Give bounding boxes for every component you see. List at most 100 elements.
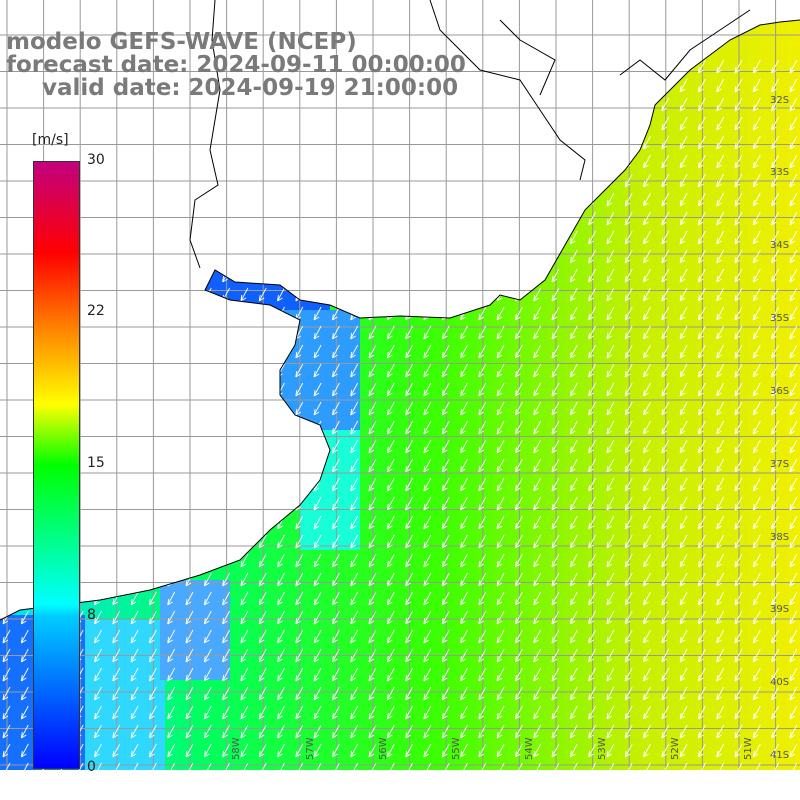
wind-arrow (460, 477, 468, 492)
wind-arrow (588, 344, 596, 359)
wind-arrow (624, 743, 633, 758)
wind-arrow (20, 648, 29, 663)
wind-arrow (203, 724, 212, 739)
wind-arrow (569, 439, 578, 454)
wind-arrow (569, 306, 578, 321)
wind-arrow (496, 705, 505, 720)
wind-arrow (258, 705, 267, 720)
wind-arrow (606, 382, 615, 397)
wind-arrow (679, 648, 688, 663)
wind-arrow (661, 211, 670, 226)
wind-arrow (460, 382, 468, 397)
wind-arrow (789, 401, 798, 416)
wind-arrow (496, 667, 505, 682)
wind-arrow (624, 382, 633, 397)
wind-arrow (277, 344, 285, 359)
wind-arrow (624, 211, 633, 226)
wind-arrow (588, 686, 596, 701)
wind-arrow (295, 382, 304, 397)
wind-arrow (716, 211, 725, 226)
wind-arrow (240, 116, 249, 131)
wind-arrow (624, 534, 633, 549)
wind-arrow (661, 439, 670, 454)
wind-arrow (167, 705, 176, 720)
wind-arrow (368, 534, 377, 549)
wind-arrow (643, 382, 651, 397)
wind-arrow (386, 686, 395, 701)
wind-arrow (94, 382, 102, 397)
wind-arrow (313, 268, 322, 283)
latitude-label: 41S (770, 750, 790, 761)
wind-arrow (716, 553, 725, 568)
wind-arrow (533, 686, 542, 701)
wind-arrow (460, 439, 468, 454)
wind-arrow (697, 211, 706, 226)
wind-arrow (167, 648, 176, 663)
wind-arrow (386, 382, 395, 397)
wind-arrow (240, 477, 249, 492)
wind-arrow (460, 553, 468, 568)
wind-arrow (94, 515, 102, 530)
wind-arrow (533, 477, 542, 492)
wind-arrow (697, 610, 706, 625)
wind-arrow (661, 230, 670, 245)
wind-arrow (167, 667, 176, 682)
wind-arrow (277, 534, 285, 549)
wind-arrow (277, 724, 285, 739)
wind-arrow (606, 667, 615, 682)
wind-arrow (295, 705, 304, 720)
wind-arrow (643, 192, 651, 207)
wind-arrow (240, 230, 249, 245)
wind-arrow (734, 667, 743, 682)
wind-arrow (405, 420, 413, 435)
wind-arrow (588, 477, 596, 492)
wind-arrow (460, 325, 468, 340)
wind-arrow (148, 705, 157, 720)
wind-arrow (167, 439, 176, 454)
wind-arrow (661, 401, 670, 416)
wind-arrow (752, 268, 761, 283)
wind-arrow (240, 515, 249, 530)
wind-arrow (203, 116, 212, 131)
wind-arrow (496, 686, 505, 701)
wind-arrow (588, 458, 596, 473)
wind-arrow (368, 743, 377, 758)
wind-arrow (697, 667, 706, 682)
wind-arrow (313, 724, 322, 739)
wind-arrow (460, 344, 468, 359)
wind-arrow (752, 363, 761, 378)
wind-arrow (478, 477, 487, 492)
wind-arrow (203, 686, 212, 701)
wind-arrow (643, 249, 651, 264)
wind-arrow (734, 762, 743, 770)
wind-arrow (624, 591, 633, 606)
wind-arrow (423, 439, 432, 454)
wind-arrow (277, 211, 285, 226)
wind-arrow (789, 762, 798, 770)
wind-arrow (771, 477, 779, 492)
wind-arrow (386, 610, 395, 625)
wind-arrow (697, 325, 706, 340)
wind-arrow (533, 420, 542, 435)
wind-arrow (771, 249, 779, 264)
wind-arrow (478, 458, 487, 473)
wind-arrow (789, 306, 798, 321)
wind-arrow (368, 420, 377, 435)
wind-arrow (697, 382, 706, 397)
wind-arrow (258, 743, 267, 758)
wind-arrow (277, 743, 285, 758)
wind-arrow (20, 325, 29, 340)
wind-arrow (167, 496, 176, 511)
wind-arrow (734, 325, 743, 340)
wind-arrow (697, 534, 706, 549)
wind-arrow (423, 268, 432, 283)
wind-arrow (350, 686, 359, 701)
wind-arrow (130, 458, 139, 473)
wind-arrow (643, 363, 651, 378)
wind-arrow (643, 78, 651, 93)
wind-arrow (643, 629, 651, 644)
wind-arrow (734, 344, 743, 359)
wind-arrow (460, 496, 468, 511)
wind-arrow (203, 705, 212, 720)
wind-arrow (405, 648, 413, 663)
